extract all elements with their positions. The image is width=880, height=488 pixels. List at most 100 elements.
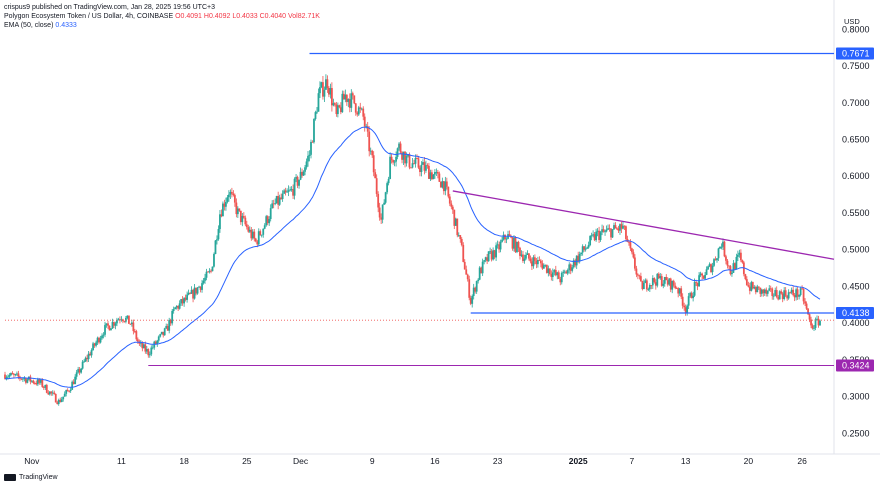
candle-body	[498, 244, 500, 250]
candle-body	[78, 369, 81, 373]
candle-body	[51, 392, 54, 394]
candle-body	[90, 350, 93, 356]
candle-body	[198, 286, 200, 288]
candle-body	[402, 151, 405, 160]
candle-body	[333, 103, 336, 105]
candle-body	[811, 325, 814, 329]
candle-body	[707, 266, 709, 270]
candle-body	[59, 399, 62, 403]
candle-body	[330, 88, 333, 106]
candle-body	[751, 282, 754, 289]
candle-body	[544, 264, 547, 266]
candle-body	[607, 228, 609, 230]
candle-body	[772, 295, 775, 297]
candle-body	[445, 181, 448, 187]
candle-body	[39, 379, 42, 383]
candle-body	[259, 231, 262, 236]
candle-body	[651, 278, 654, 286]
candle-body	[77, 369, 80, 373]
candle-body	[711, 265, 714, 273]
candle-body	[401, 152, 403, 160]
level-tag-label: 0.4138	[842, 308, 870, 318]
candle-body	[23, 378, 26, 379]
candle-body	[107, 323, 109, 326]
ohlc-close: C0.4040	[259, 13, 287, 20]
candle-body	[562, 271, 565, 273]
candle-body	[199, 286, 202, 290]
candle-body	[353, 95, 356, 104]
candle-body	[230, 191, 233, 194]
candle-body	[211, 266, 214, 272]
candle-body	[266, 216, 269, 224]
candle-body	[71, 381, 74, 390]
candle-body	[551, 272, 554, 278]
candle-body	[737, 254, 739, 257]
candle-body	[26, 379, 29, 383]
candle-body	[469, 297, 472, 304]
candle-body	[662, 283, 665, 286]
candle-body	[225, 201, 227, 207]
candle-body	[808, 314, 811, 320]
candle-body	[281, 193, 284, 199]
candle-body	[54, 394, 57, 403]
footer-brand: TradingView	[19, 474, 58, 481]
candle-body	[683, 305, 686, 308]
candle-body	[299, 171, 302, 180]
candle-body	[713, 259, 715, 266]
candle-body	[657, 273, 660, 279]
candle-body	[787, 292, 790, 299]
candle-body	[32, 380, 35, 384]
candle-body	[98, 337, 100, 343]
candle-body	[596, 230, 599, 232]
candle-body	[13, 374, 15, 376]
candle-body	[520, 254, 523, 256]
candle-body	[566, 269, 569, 274]
candle-body	[677, 288, 680, 294]
candle-body	[347, 99, 350, 102]
candle-body	[178, 303, 181, 309]
candle-body	[360, 108, 363, 110]
candle-body	[269, 208, 272, 220]
candle-body	[89, 353, 91, 356]
candle-body	[165, 325, 168, 329]
candle-body	[550, 274, 553, 278]
candle-body	[338, 105, 341, 108]
candle-body	[101, 335, 103, 339]
candle-body	[159, 334, 162, 337]
candle-body	[287, 190, 290, 192]
candle-body	[307, 155, 309, 162]
candle-body	[369, 150, 372, 152]
candle-body	[160, 331, 163, 335]
candle-body	[114, 323, 117, 326]
candle-body	[522, 254, 524, 262]
candle-body	[495, 245, 497, 258]
x-tick-label: 2025	[569, 456, 588, 466]
candle-body	[647, 289, 650, 290]
candle-body	[20, 378, 23, 380]
candle-body	[72, 381, 75, 385]
candle-body	[438, 173, 441, 182]
candle-body	[380, 217, 383, 220]
candle-body	[405, 156, 408, 164]
candle-body	[805, 303, 808, 309]
candle-body	[357, 107, 360, 115]
candle-body	[10, 373, 12, 376]
candle-body	[201, 283, 203, 290]
candle-body	[699, 273, 702, 276]
candle-body	[666, 280, 669, 285]
candle-body	[680, 288, 683, 297]
candle-body	[813, 327, 815, 329]
candle-body	[50, 391, 53, 394]
candle-body	[130, 322, 133, 325]
candle-body	[242, 215, 245, 218]
candle-body	[801, 288, 803, 290]
candle-body	[326, 79, 329, 88]
candle-body	[642, 282, 645, 290]
candle-body	[186, 294, 189, 300]
descending-trendline	[452, 190, 835, 260]
candle-body	[517, 241, 520, 248]
publisher-line: crispus9 published on TradingView.com, J…	[4, 4, 215, 11]
candle-body	[150, 347, 153, 355]
candle-body	[166, 325, 169, 331]
